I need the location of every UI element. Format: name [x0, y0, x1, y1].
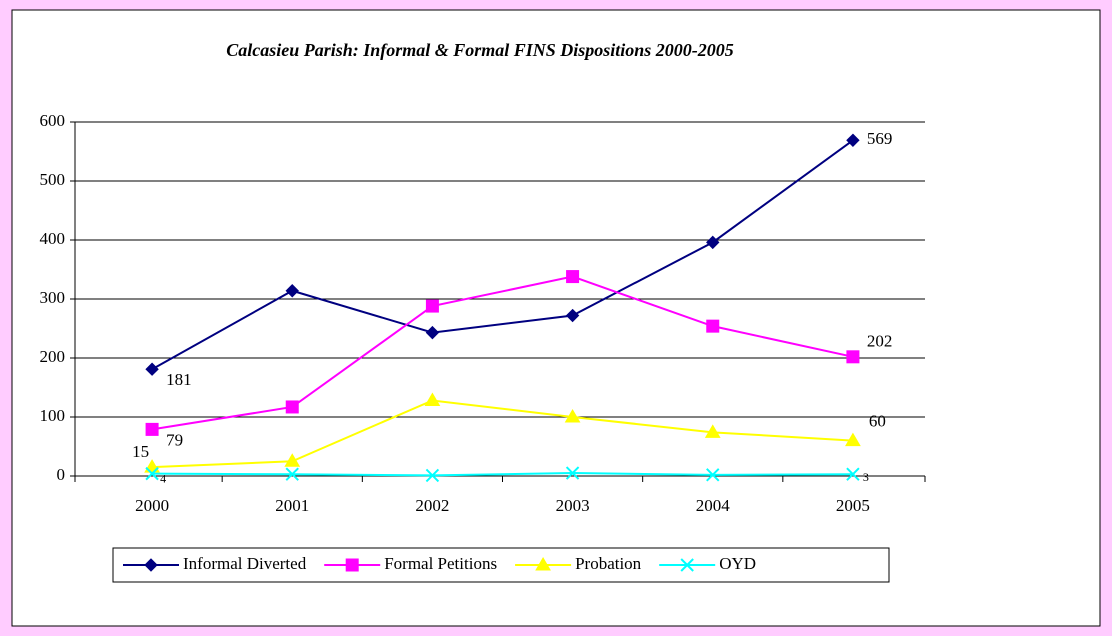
- marker: [706, 319, 720, 333]
- marker: [565, 308, 580, 323]
- marker: [145, 466, 159, 481]
- marker: [565, 466, 580, 480]
- y-tick-label: 400: [40, 229, 66, 248]
- marker: [846, 133, 860, 147]
- marker: [285, 284, 299, 298]
- marker: [846, 350, 860, 364]
- y-tick-label: 100: [40, 406, 66, 425]
- x-tick-label: 2001: [275, 496, 309, 515]
- marker: [285, 467, 299, 481]
- marker: [145, 422, 159, 436]
- marker: [425, 325, 440, 340]
- data-label: 60: [869, 412, 886, 431]
- marker: [144, 558, 158, 572]
- y-tick-label: 200: [40, 347, 66, 366]
- series-line: [152, 472, 853, 477]
- marker: [566, 270, 580, 284]
- x-tick-label: 2000: [135, 496, 169, 515]
- marker: [424, 392, 441, 406]
- y-tick-label: 500: [40, 170, 66, 189]
- marker: [535, 557, 551, 571]
- chart-title: Calcasieu Parish: Informal & Formal FINS…: [226, 40, 734, 60]
- legend-box: [112, 547, 890, 583]
- legend-label: Formal Petitions: [384, 554, 497, 573]
- y-tick-label: 300: [40, 288, 66, 307]
- marker: [345, 558, 359, 572]
- series-line: [151, 139, 854, 371]
- x-tick-label: 2003: [556, 496, 590, 515]
- data-label: 569: [867, 129, 893, 148]
- marker: [425, 468, 440, 483]
- data-label: 181: [166, 370, 192, 389]
- marker: [845, 432, 861, 447]
- data-label: 4: [160, 471, 166, 485]
- marker: [564, 409, 581, 423]
- y-tick-label: 0: [57, 465, 66, 484]
- legend-label: OYD: [719, 554, 756, 573]
- series-line: [151, 275, 854, 431]
- marker: [284, 453, 301, 467]
- data-label: 79: [166, 430, 183, 449]
- x-tick-label: 2005: [836, 496, 870, 515]
- data-label: 15: [132, 442, 149, 461]
- marker: [706, 235, 720, 250]
- legend-label: Probation: [575, 554, 642, 573]
- marker: [704, 424, 721, 438]
- marker: [285, 400, 299, 414]
- data-label: 3: [863, 470, 869, 484]
- x-tick-label: 2004: [696, 496, 731, 515]
- data-label: 202: [867, 332, 893, 351]
- marker: [846, 467, 860, 481]
- legend-label: Informal Diverted: [183, 554, 307, 573]
- marker: [145, 362, 159, 376]
- marker: [706, 468, 720, 482]
- marker: [680, 558, 694, 572]
- x-tick-label: 2002: [415, 496, 449, 515]
- y-tick-label: 600: [40, 111, 66, 130]
- series-line: [152, 399, 853, 469]
- marker: [425, 299, 439, 313]
